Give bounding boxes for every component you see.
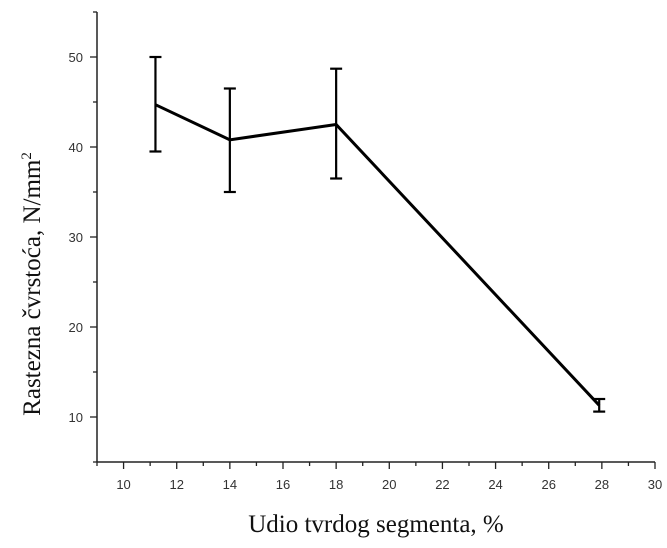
x-tick-label: 20 <box>382 477 396 492</box>
y-axis-title-superscript: 2 <box>19 152 35 160</box>
y-axis-title-main: Rastezna čvrstoća, N/mm <box>19 159 46 416</box>
x-tick-label: 12 <box>169 477 183 492</box>
x-axis-title: Udio tvrdog segmenta, % <box>248 511 504 538</box>
y-ticks: 10 20 30 40 50 <box>69 11 97 463</box>
error-bars <box>149 55 606 413</box>
x-tick-label: 16 <box>276 477 290 492</box>
x-tick-label: 28 <box>595 477 609 492</box>
error-bar <box>149 55 162 153</box>
x-tick-label: 26 <box>541 477 555 492</box>
series-line <box>154 103 601 407</box>
x-tick-label: 30 <box>648 477 662 492</box>
x-tick-label: 18 <box>329 477 343 492</box>
x-tick-label: 10 <box>116 477 130 492</box>
y-tick-label: 10 <box>69 410 83 425</box>
x-tick-label: 24 <box>488 477 502 492</box>
x-tick-label: 14 <box>223 477 237 492</box>
y-tick-label: 50 <box>69 50 83 65</box>
y-tick-label: 20 <box>69 320 83 335</box>
x-tick-label: 22 <box>435 477 449 492</box>
y-tick-label: 40 <box>69 140 83 155</box>
axes <box>96 12 655 463</box>
y-axis-title: Rastezna čvrstoća, N/mm2 <box>19 152 46 416</box>
y-tick-label: 30 <box>69 230 83 245</box>
x-ticks: 10 12 14 16 18 20 22 24 26 28 30 <box>96 462 662 492</box>
